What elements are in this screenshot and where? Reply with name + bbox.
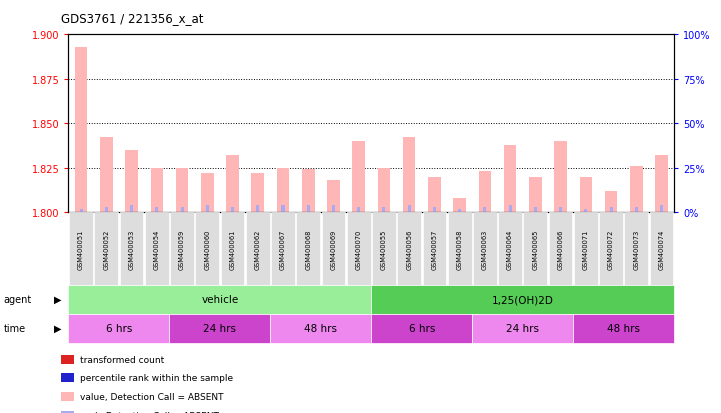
Text: GSM400053: GSM400053	[128, 229, 135, 269]
Text: GSM400061: GSM400061	[229, 229, 236, 269]
Text: GSM400072: GSM400072	[608, 229, 614, 269]
Bar	[605, 191, 617, 213]
Text: 1,25(OH)2D: 1,25(OH)2D	[492, 294, 554, 304]
Text: agent: agent	[4, 294, 32, 304]
Bar	[580, 177, 592, 213]
Text: GSM400071: GSM400071	[583, 229, 589, 269]
Text: vehicle: vehicle	[201, 294, 239, 304]
Bar	[529, 177, 541, 213]
Text: GSM400057: GSM400057	[431, 229, 438, 269]
Text: GSM400066: GSM400066	[557, 229, 564, 269]
Bar	[357, 207, 360, 213]
Bar	[327, 181, 340, 213]
Bar	[609, 207, 613, 213]
Bar	[252, 173, 264, 213]
Text: GSM400055: GSM400055	[381, 229, 387, 269]
Text: GSM400068: GSM400068	[305, 229, 311, 269]
Bar	[479, 172, 491, 213]
Bar	[100, 138, 112, 213]
Text: GSM400051: GSM400051	[78, 229, 84, 269]
Bar	[205, 206, 209, 213]
Bar	[281, 206, 285, 213]
Bar	[458, 209, 461, 213]
Text: GSM400059: GSM400059	[179, 229, 185, 269]
Bar	[75, 47, 87, 213]
Text: 48 hrs: 48 hrs	[607, 323, 640, 333]
Bar	[407, 206, 411, 213]
Text: GSM400067: GSM400067	[280, 229, 286, 269]
Bar	[231, 207, 234, 213]
Bar	[428, 177, 441, 213]
Text: ▶: ▶	[54, 323, 61, 333]
Text: value, Detection Call = ABSENT: value, Detection Call = ABSENT	[80, 392, 224, 401]
Bar	[660, 206, 663, 213]
Bar	[277, 169, 289, 213]
Bar	[433, 207, 436, 213]
Bar	[504, 145, 516, 213]
Bar	[584, 209, 588, 213]
Text: GSM400056: GSM400056	[406, 229, 412, 269]
Bar	[508, 206, 512, 213]
Text: 24 hrs: 24 hrs	[506, 323, 539, 333]
Bar	[130, 206, 133, 213]
Bar	[559, 207, 562, 213]
Text: ▶: ▶	[54, 294, 61, 304]
Text: percentile rank within the sample: percentile rank within the sample	[80, 373, 233, 382]
Bar	[151, 169, 163, 213]
Bar	[454, 199, 466, 213]
Text: time: time	[4, 323, 26, 333]
Bar	[332, 206, 335, 213]
Text: transformed count: transformed count	[80, 355, 164, 364]
Text: GSM400069: GSM400069	[330, 229, 337, 269]
Bar	[554, 142, 567, 213]
Bar	[655, 156, 668, 213]
Bar	[306, 206, 310, 213]
Text: GSM400054: GSM400054	[154, 229, 160, 269]
Bar	[79, 209, 83, 213]
Bar	[382, 207, 386, 213]
Text: GSM400074: GSM400074	[658, 229, 665, 269]
Text: GSM400052: GSM400052	[103, 229, 110, 269]
Bar	[634, 207, 638, 213]
Text: 6 hrs: 6 hrs	[106, 323, 132, 333]
Bar	[256, 206, 260, 213]
Bar	[534, 207, 537, 213]
Bar	[403, 138, 415, 213]
Bar	[201, 173, 213, 213]
Bar	[378, 169, 390, 213]
Bar	[630, 166, 642, 213]
Text: 48 hrs: 48 hrs	[304, 323, 337, 333]
Text: rank, Detection Call = ABSENT: rank, Detection Call = ABSENT	[80, 411, 219, 413]
Text: GSM400058: GSM400058	[456, 229, 463, 269]
Bar	[176, 169, 188, 213]
Bar	[105, 207, 108, 213]
Text: GSM400063: GSM400063	[482, 229, 488, 269]
Text: 24 hrs: 24 hrs	[203, 323, 236, 333]
Bar	[353, 142, 365, 213]
Text: GSM400073: GSM400073	[633, 229, 640, 269]
Text: GSM400070: GSM400070	[355, 229, 362, 269]
Text: GSM400062: GSM400062	[255, 229, 261, 269]
Text: 6 hrs: 6 hrs	[409, 323, 435, 333]
Bar	[226, 156, 239, 213]
Bar	[180, 207, 184, 213]
Bar	[302, 170, 314, 213]
Text: GSM400060: GSM400060	[204, 229, 211, 269]
Bar	[483, 207, 487, 213]
Text: GSM400065: GSM400065	[532, 229, 539, 269]
Bar	[155, 207, 159, 213]
Text: GSM400064: GSM400064	[507, 229, 513, 269]
Bar	[125, 151, 138, 213]
Text: GDS3761 / 221356_x_at: GDS3761 / 221356_x_at	[61, 12, 204, 25]
